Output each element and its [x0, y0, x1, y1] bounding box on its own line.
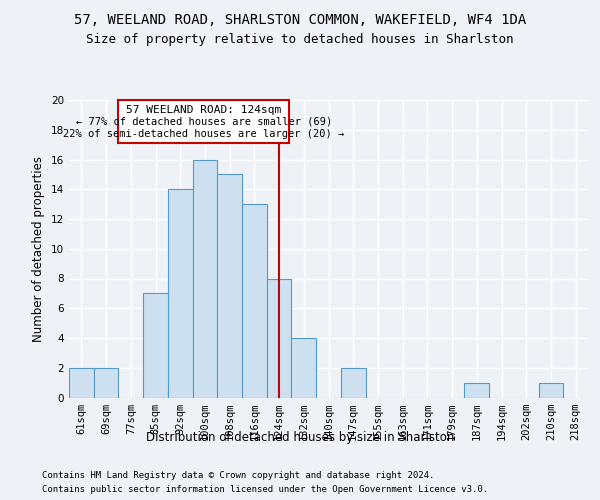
Text: 57 WEELAND ROAD: 124sqm: 57 WEELAND ROAD: 124sqm — [126, 104, 281, 115]
Bar — [168, 189, 193, 398]
Y-axis label: Number of detached properties: Number of detached properties — [32, 156, 46, 342]
Bar — [242, 204, 267, 398]
Bar — [267, 278, 292, 398]
Text: Contains public sector information licensed under the Open Government Licence v3: Contains public sector information licen… — [42, 484, 488, 494]
Bar — [193, 160, 217, 398]
Bar — [94, 368, 118, 398]
Bar — [539, 382, 563, 398]
Text: 22% of semi-detached houses are larger (20) →: 22% of semi-detached houses are larger (… — [63, 129, 344, 139]
Text: ← 77% of detached houses are smaller (69): ← 77% of detached houses are smaller (69… — [76, 116, 332, 126]
Text: Contains HM Land Registry data © Crown copyright and database right 2024.: Contains HM Land Registry data © Crown c… — [42, 472, 434, 480]
Text: 57, WEELAND ROAD, SHARLSTON COMMON, WAKEFIELD, WF4 1DA: 57, WEELAND ROAD, SHARLSTON COMMON, WAKE… — [74, 12, 526, 26]
Bar — [341, 368, 365, 398]
Bar — [464, 382, 489, 398]
Bar — [143, 294, 168, 398]
Bar — [217, 174, 242, 398]
Bar — [69, 368, 94, 398]
Text: Distribution of detached houses by size in Sharlston: Distribution of detached houses by size … — [146, 431, 454, 444]
FancyBboxPatch shape — [118, 100, 289, 143]
Bar — [292, 338, 316, 398]
Text: Size of property relative to detached houses in Sharlston: Size of property relative to detached ho… — [86, 32, 514, 46]
